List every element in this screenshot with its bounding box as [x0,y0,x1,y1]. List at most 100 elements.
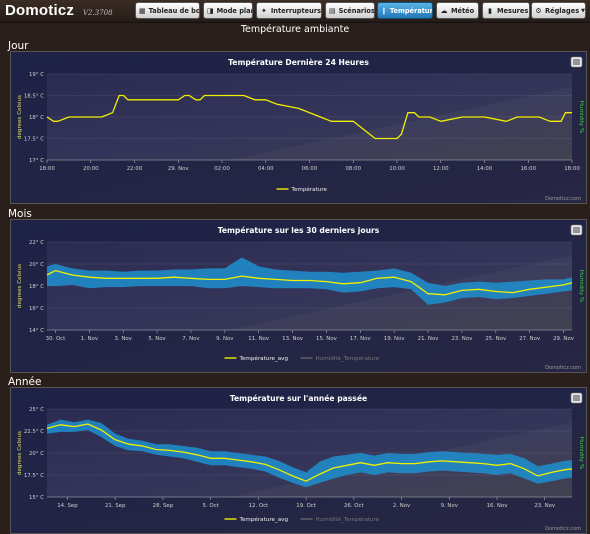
menu-icon[interactable] [570,392,583,404]
x-tick-label: 19. Nov [384,336,406,342]
x-tick-label: 18:00 [39,166,55,172]
series-line-température [46,94,572,140]
nav-label: Tableau de bord [148,6,200,15]
x-tick-label: 22:00 [127,166,143,172]
x-tick-label: 08:00 [345,166,361,172]
y-tick-label: 22.5° C [24,429,44,435]
scenes-icon: ▤ [329,6,336,15]
nav-label: Interrupteurs [270,6,321,15]
app-logo[interactable]: Domoticz [5,2,75,19]
y-tick-label: 18° C [29,284,44,290]
settings-icon: ⚙ [535,6,542,15]
x-tick-label: 10:00 [389,166,405,172]
y-tick-label: 16° C [29,306,44,312]
chart-title: Température sur les 30 derniers jours [218,226,380,235]
x-tick-label: 14:00 [477,166,493,172]
x-tick-label: 25. Nov [485,336,507,342]
x-tick-label: 21. Nov [418,336,440,342]
nav-mode-plan-button[interactable]: ◨ Mode plan [203,2,253,19]
y-tick-label: 17.5° C [24,137,44,143]
series-line-température_avg [46,269,573,296]
section-title-day: Jour [8,40,29,52]
y-tick-label: 20° C [29,451,44,457]
x-tick-label: 28. Sep [153,503,174,509]
x-tick-label: 12. Oct [249,503,269,509]
x-tick-label: 29. Nov [168,166,190,172]
x-tick-label: 27. Nov [519,336,541,342]
chart-month: Température sur les 30 derniers jours 14°… [11,220,586,372]
y2-axis-label: Humidity % [578,101,584,133]
nav-mesures-button[interactable]: ▮ Mesures [482,2,530,19]
nav-sc-narios-button[interactable]: ▤ Scénarios [325,2,375,19]
x-tick-label: 5. Nov [148,336,166,342]
chart-day: Température Dernière 24 Heures 17° C 17.5°… [11,52,586,203]
x-tick-label: 7. Nov [182,336,200,342]
section-title-year: Année [8,376,42,388]
x-tick-label: 15. Nov [316,336,338,342]
y2-axis-label: Humidity % [578,437,584,469]
y-tick-label: 25° C [29,407,44,413]
x-tick-label: 30. Oct [46,336,66,342]
y2-axis-label: Humidity % [578,270,584,302]
nav-temp-rature-button[interactable]: ❙ Température [377,2,433,19]
page-title: Température ambiante [240,24,350,35]
nav-r-glages-button[interactable]: ⚙ Réglages ▼ [531,2,586,19]
dashboard-icon: ▦ [139,6,146,15]
x-tick-label: 21. Sep [105,503,126,509]
x-tick-label: 06:00 [302,166,318,172]
x-tick-label: 16:00 [520,166,536,172]
nav-tableau-de-bord-button[interactable]: ▦Tableau de bord [135,2,200,19]
menu-icon[interactable] [570,56,583,68]
x-tick-label: 5. Oct [203,503,219,509]
nav-m-t-o-button[interactable]: ☁ Météo [436,2,479,19]
nav-interrupteurs-button[interactable]: ✦ Interrupteurs [256,2,322,19]
nav-label: Température [389,6,433,15]
y-tick-label: 17° C [29,158,44,164]
app-version: V2.3708 [83,9,113,17]
nav-label: Réglages [545,6,580,15]
legend-label: Température_avg [239,516,289,523]
floorplan-icon: ◨ [207,6,214,15]
series-line-température_avg [46,423,573,482]
chart-panel-day: Température Dernière 24 Heures 17° C 17.5°… [10,51,587,204]
y-tick-label: 19° C [29,72,44,78]
x-tick-label: 23. Nov [452,336,474,342]
x-tick-label: 16. Nov [487,503,509,509]
x-tick-label: 19. Oct [296,503,316,509]
x-tick-label: 02:00 [214,166,230,172]
y-tick-label: 17.5° C [24,473,44,479]
chart-year: Température sur l'année passée 15° C 17.5°… [11,388,586,533]
menu-icon[interactable] [570,224,583,236]
plot-sheen [230,86,572,160]
nav-label: Mesures [497,6,529,15]
y-tick-label: 18.5° C [24,94,44,100]
chart-title: Température Dernière 24 Heures [228,58,369,67]
series-band-min-max [47,419,572,488]
y-axis-label: degrees Celsius [17,431,23,475]
x-tick-label: 04:00 [258,166,274,172]
x-tick-label: 23. Nov [534,503,556,509]
x-tick-label: 1. Nov [81,336,99,342]
legend-label: Température [291,186,328,193]
y-tick-label: 22° C [29,240,44,246]
nav-label: Scénarios [338,6,375,15]
top-bar: Domoticz V2.3708 ▦Tableau de bord◨Mode p… [0,0,590,23]
x-tick-label: 3. Nov [115,336,133,342]
x-tick-label: 17. Nov [350,336,372,342]
y-tick-label: 14° C [29,328,44,334]
x-tick-label: 11. Nov [248,336,270,342]
x-tick-label: 2. Nov [393,503,411,509]
chart-panel-year: Température sur l'année passée 15° C 17.5°… [10,387,587,534]
y-tick-label: 15° C [29,495,44,501]
y-tick-label: 20° C [29,262,44,268]
x-tick-label: 20:00 [83,166,99,172]
x-tick-label: 9. Nov [441,503,459,509]
chart-title: Température sur l'année passée [230,394,367,403]
chevron-down-icon: ▼ [581,7,585,14]
x-tick-label: 12:00 [433,166,449,172]
x-tick-label: 26. Oct [344,503,364,509]
y-axis-label: degrees Celsius [17,95,23,139]
x-tick-label: 14. Sep [57,503,78,509]
legend-label: Humidité_Température [316,355,380,362]
nav-label: Météo [451,6,475,15]
